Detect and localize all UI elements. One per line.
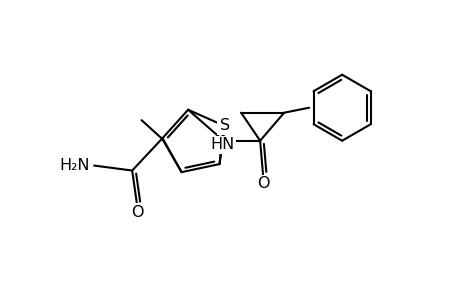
Text: S: S bbox=[219, 118, 229, 133]
Text: HN: HN bbox=[210, 137, 234, 152]
Text: O: O bbox=[131, 205, 143, 220]
Text: H₂N: H₂N bbox=[60, 158, 90, 173]
Text: O: O bbox=[256, 176, 269, 191]
